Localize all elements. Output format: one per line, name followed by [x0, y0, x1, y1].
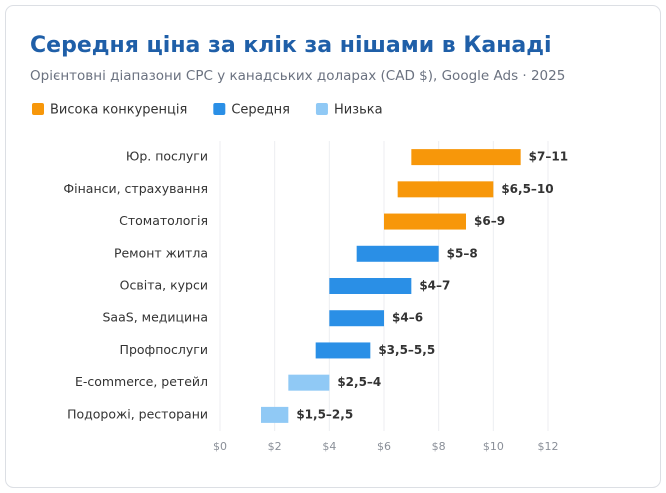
y-tick-label: E-commerce, ретейл	[75, 374, 208, 389]
legend-swatch	[315, 103, 328, 115]
value-label: $1,5–2,5	[296, 407, 353, 421]
y-tick-label: Подорожі, ресторани	[67, 406, 208, 421]
x-tick-label: $6	[377, 440, 391, 453]
bar	[397, 181, 494, 198]
value-label: $4–7	[419, 279, 450, 293]
legend-label: Середня	[231, 103, 290, 118]
chart-title: Середня ціна за клік за нішами в Канаді	[30, 33, 552, 58]
x-tick-label: $12	[538, 440, 559, 453]
value-label: $7–11	[529, 150, 568, 164]
card	[5, 5, 661, 488]
legend-label: Низька	[334, 103, 383, 118]
bar	[356, 245, 439, 262]
y-tick-label: Ремонт житла	[114, 245, 208, 260]
y-tick-label: Юр. послуги	[126, 149, 208, 164]
x-tick-label: $4	[322, 440, 336, 453]
x-tick-label: $8	[432, 440, 446, 453]
y-tick-label: Стоматологія	[119, 213, 208, 228]
y-tick-label: Фінанси, страхування	[63, 181, 208, 196]
x-tick-label: $2	[268, 440, 282, 453]
y-tick-label: SaaS, медицина	[103, 310, 209, 325]
bar	[329, 310, 384, 327]
bar	[288, 374, 330, 391]
legend-label: Висока конкуренція	[50, 103, 187, 118]
x-tick-label: $10	[483, 440, 504, 453]
bar	[315, 342, 371, 359]
value-label: $6,5–10	[501, 182, 553, 196]
value-label: $4–6	[392, 311, 423, 325]
x-tick-label: $0	[213, 440, 227, 453]
y-tick-label: Освіта, курси	[120, 278, 208, 293]
chart-subtitle: Орієнтовні діапазони CPC у канадських до…	[30, 68, 565, 84]
bar	[329, 278, 412, 294]
y-tick-label: Профпослуги	[120, 342, 208, 357]
bar	[384, 213, 466, 230]
bar	[261, 406, 289, 423]
value-label: $5–8	[447, 246, 478, 260]
bar	[411, 149, 521, 166]
value-label: $6–9	[474, 214, 505, 228]
value-label: $2,5–4	[337, 375, 381, 389]
legend-swatch	[213, 103, 226, 115]
legend-swatch	[32, 103, 44, 115]
value-label: $3,5–5,5	[378, 343, 435, 357]
